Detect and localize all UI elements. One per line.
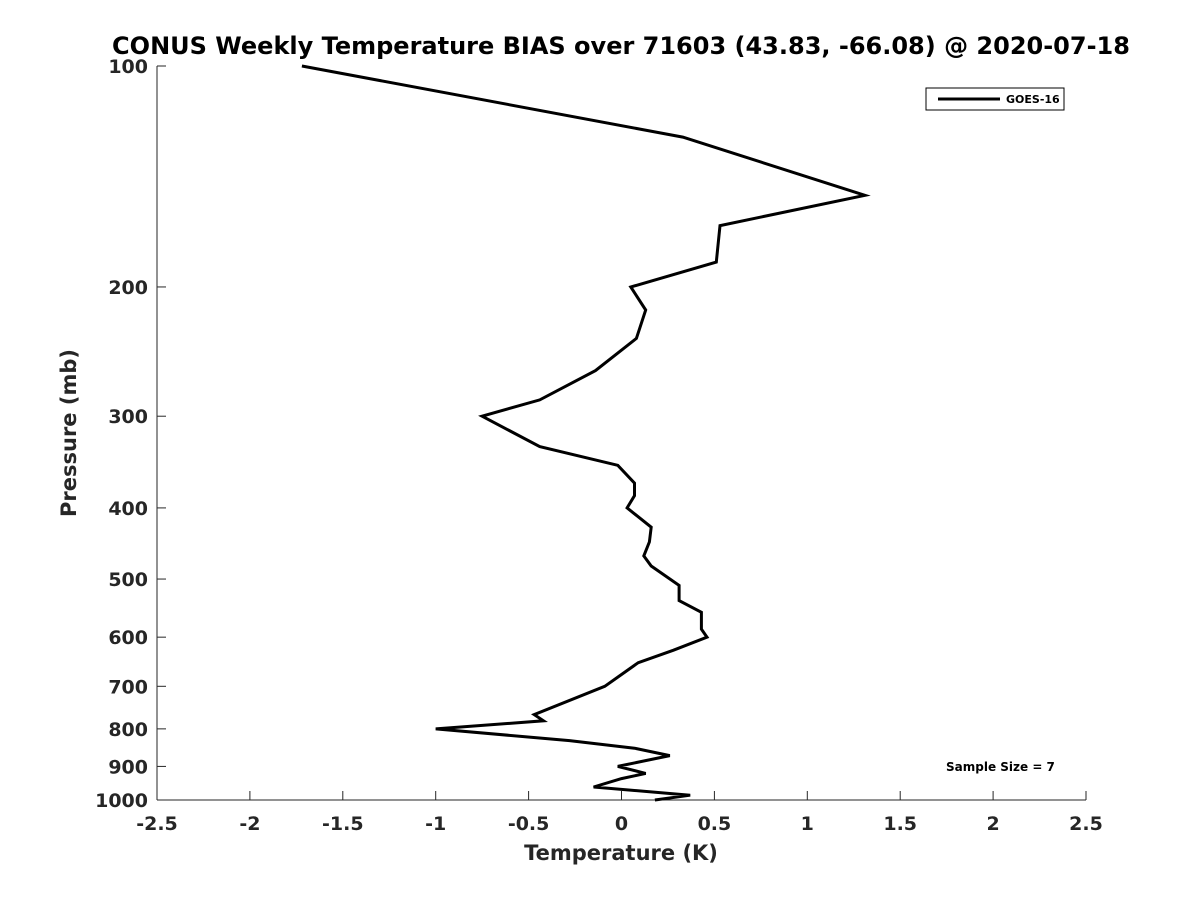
y-tick-label: 100 bbox=[108, 56, 148, 78]
x-tick-label: -0.5 bbox=[508, 813, 550, 835]
x-tick-label: -2 bbox=[239, 813, 260, 835]
y-tick-label: 600 bbox=[108, 627, 148, 649]
y-tick-label: 900 bbox=[108, 756, 148, 778]
legend: GOES-16 bbox=[925, 87, 1065, 111]
y-tick-label: 700 bbox=[108, 676, 148, 698]
x-tick-label: 1 bbox=[801, 813, 814, 835]
legend-label-goes-16: GOES-16 bbox=[1006, 93, 1060, 106]
x-tick-label: -2.5 bbox=[136, 813, 178, 835]
y-tick-label: 1000 bbox=[95, 790, 148, 812]
y-tick-label: 200 bbox=[108, 277, 148, 299]
sample-size-annotation: Sample Size = 7 bbox=[946, 760, 1055, 774]
y-tick-label: 300 bbox=[108, 406, 148, 428]
y-tick-label: 500 bbox=[108, 569, 148, 591]
y-axis-label: Pressure (mb) bbox=[57, 349, 81, 517]
x-tick-label: 2.5 bbox=[1069, 813, 1103, 835]
x-axis-ticks: -2.5 -2 -1.5 -1 -0.5 0 0.5 1 1.5 2 2.5 bbox=[136, 791, 1103, 835]
chart-title: CONUS Weekly Temperature BIAS over 71603… bbox=[112, 32, 1130, 60]
series-line-goes-16 bbox=[301, 64, 871, 802]
x-tick-label: 0.5 bbox=[698, 813, 732, 835]
x-tick-label: -1.5 bbox=[322, 813, 364, 835]
x-axis-label: Temperature (K) bbox=[524, 841, 718, 865]
y-axis-ticks: 100 200 300 400 500 600 700 800 900 1000 bbox=[95, 56, 166, 812]
y-tick-label: 800 bbox=[108, 719, 148, 741]
x-tick-label: 2 bbox=[986, 813, 999, 835]
x-tick-label: 1.5 bbox=[883, 813, 917, 835]
x-tick-label: 0 bbox=[615, 813, 628, 835]
x-tick-label: -1 bbox=[425, 813, 446, 835]
y-tick-label: 400 bbox=[108, 498, 148, 520]
